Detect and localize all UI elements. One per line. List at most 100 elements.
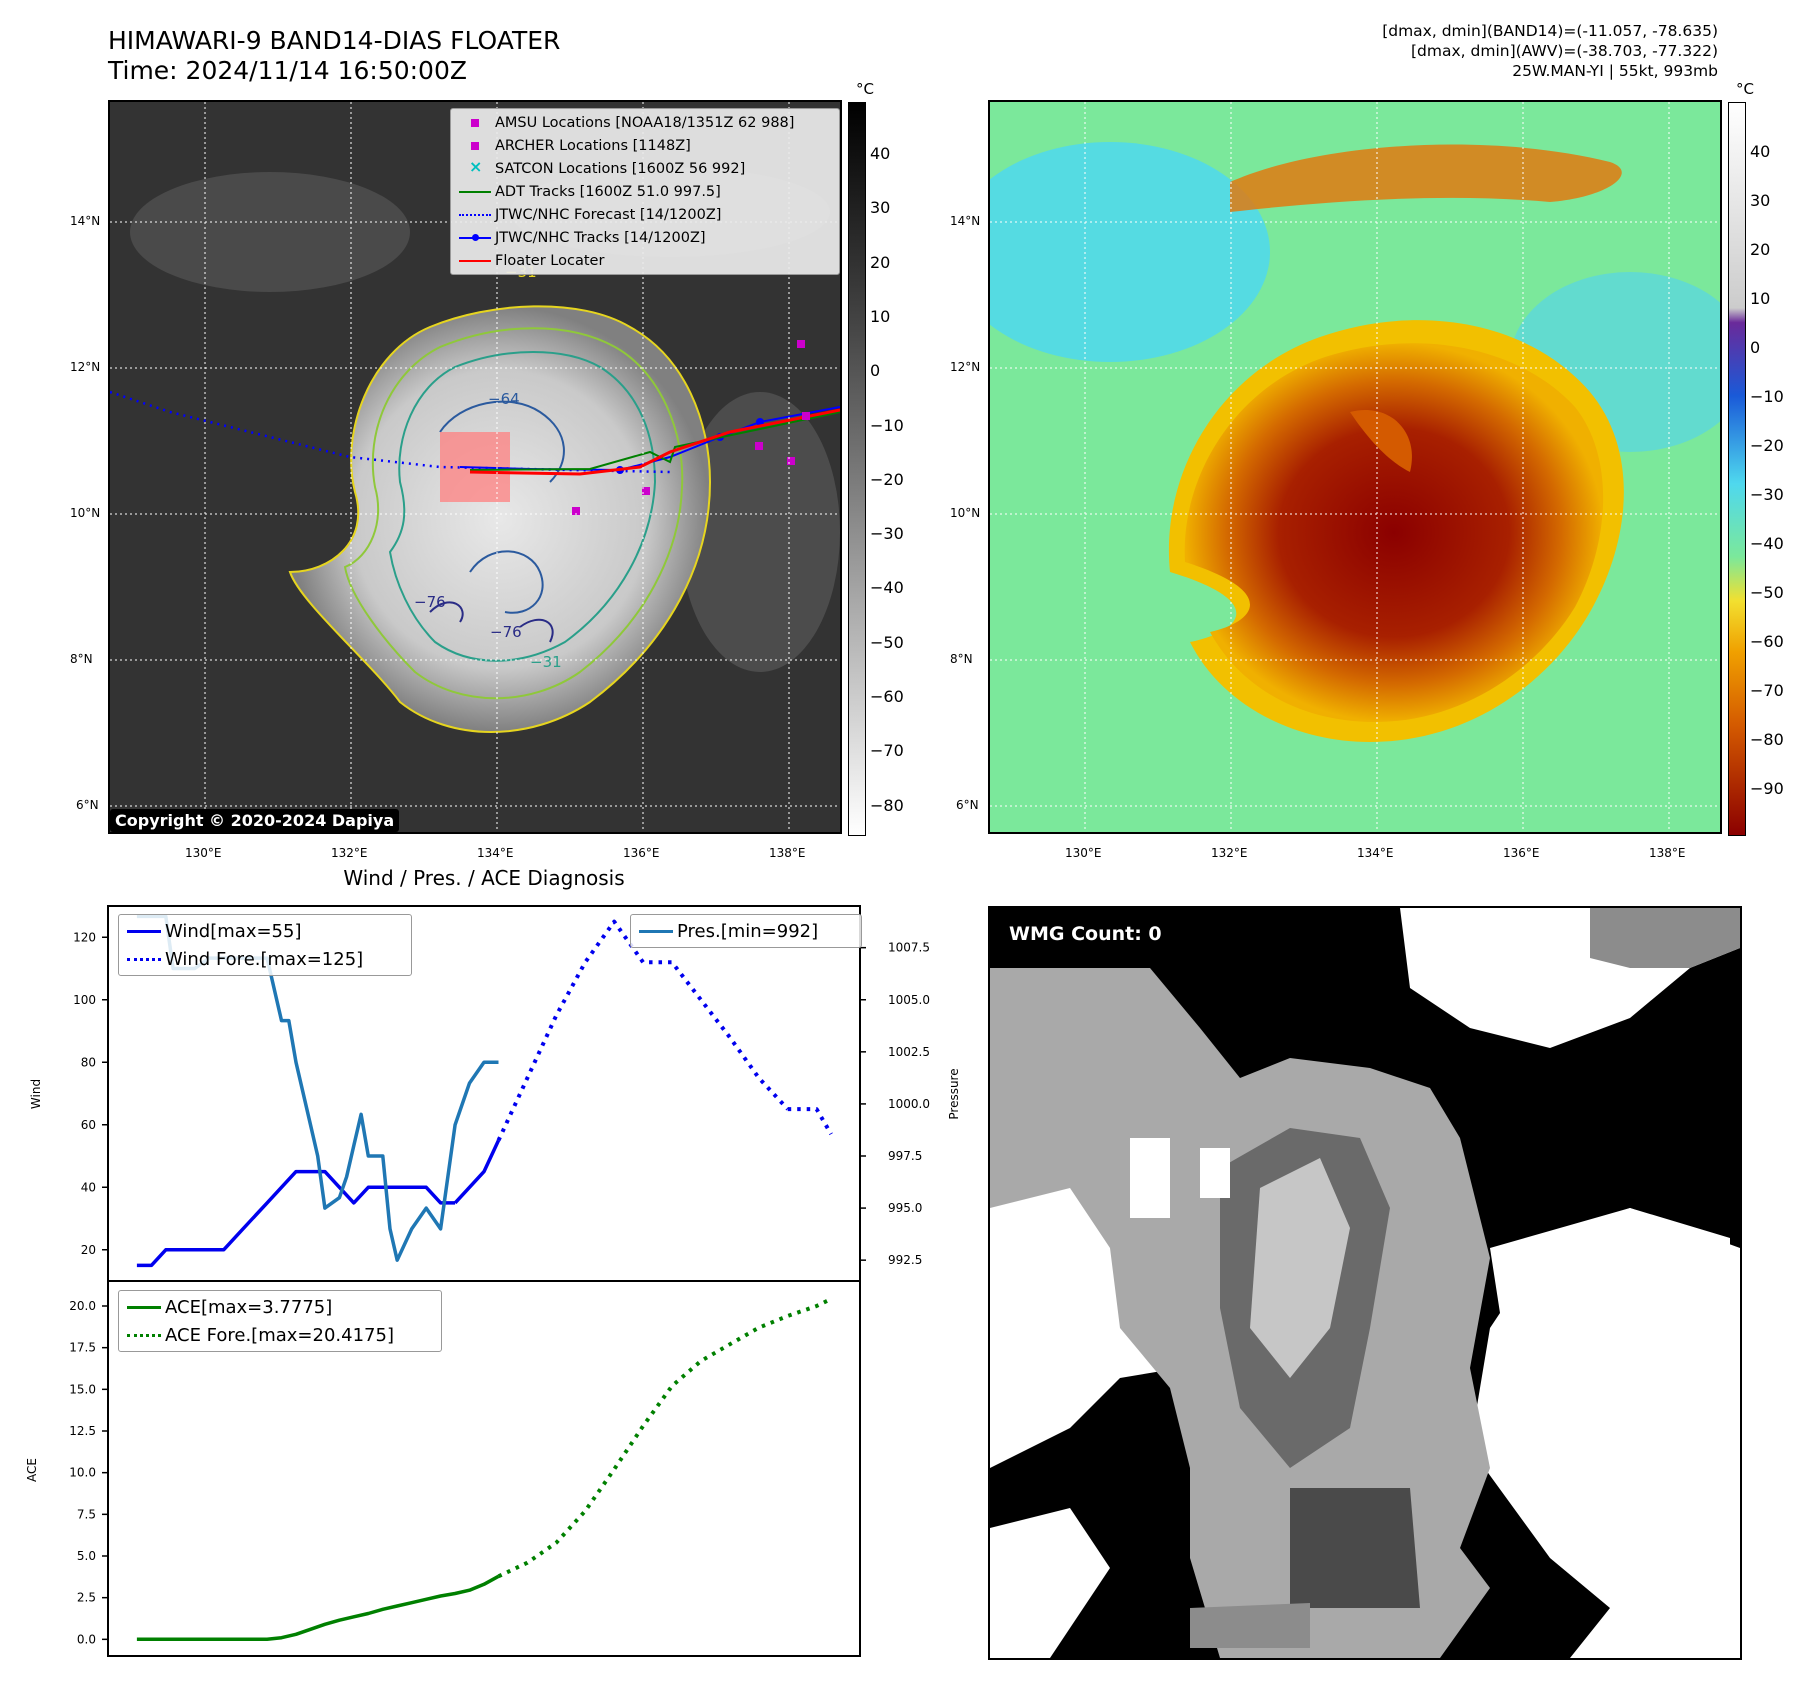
ace-ylabel: ACE: [25, 1458, 39, 1482]
awv-lat-label: 14°N: [950, 214, 981, 228]
green-line-icon: [455, 180, 495, 203]
ir-legend: AMSU Locations [NOAA18/1351Z 62 988] ARC…: [450, 108, 840, 275]
legend-item-jtwc-tracks: JTWC/NHC Tracks [14/1200Z]: [455, 226, 835, 249]
cyan-x-icon: ×: [469, 157, 483, 176]
contour-label: −64: [488, 390, 520, 408]
legend-item-adt: ADT Tracks [1600Z 51.0 997.5]: [455, 180, 835, 203]
info-line-1: [dmax, dmin](BAND14)=(-11.057, -78.635): [1382, 22, 1718, 40]
ir-lat-label: 8°N: [70, 652, 93, 666]
ir-colorbar-tick-label: −10: [870, 415, 904, 435]
blue-line-icon: [125, 917, 165, 945]
pressure-tick-label: 997.5: [888, 1149, 922, 1163]
wind-tick-label: 40: [81, 1180, 96, 1194]
ir-lon-label: 134°E: [477, 846, 514, 860]
ace-series-line: [136, 1574, 500, 1642]
wmg-panel: WMG Count: 0: [988, 906, 1742, 1660]
awv-colorbar-tick-label: −20: [1750, 436, 1784, 455]
ir-lat-label: 6°N: [76, 798, 99, 812]
ir-colorbar-tick-label: −30: [870, 524, 904, 544]
wmg-count-badge: WMG Count: 0: [1002, 920, 1169, 948]
awv-lat-label: 10°N: [950, 506, 981, 520]
pressure-tick-label: 1002.5: [888, 1045, 930, 1059]
figure-title-line2: Time: 2024/11/14 16:50:00Z: [108, 56, 467, 85]
pressure-tick-label: 1007.5: [888, 941, 930, 955]
green-dotted-line-icon: [125, 1321, 165, 1349]
wind-ylabel: Wind: [29, 1079, 43, 1109]
ace-tick-label: 20.0: [69, 1299, 96, 1313]
ir-colorbar-tick-label: −40: [870, 578, 904, 598]
awv-colorbar-tick-label: 0: [1750, 338, 1761, 357]
awv-colorbar: [1728, 102, 1746, 836]
pressure-ylabel: Pressure: [947, 1068, 960, 1119]
ir-colorbar-unit: °C: [856, 80, 874, 98]
ir-colorbar-tick-label: 40: [870, 144, 891, 163]
awv-lon-label: 130°E: [1065, 846, 1102, 860]
ace-tick-label: 17.5: [69, 1341, 96, 1355]
awv-colorbar-tick-label: 40: [1750, 142, 1771, 161]
awv-lon-label: 132°E: [1211, 846, 1248, 860]
green-line-icon: [125, 1293, 165, 1321]
ir-colorbar: [848, 102, 866, 836]
ir-lon-label: 136°E: [623, 846, 660, 860]
wind-series-forecast-line: [496, 919, 790, 1142]
ace-series-forecast-line: [497, 1297, 832, 1579]
legend-item-amsu: AMSU Locations [NOAA18/1351Z 62 988]: [455, 111, 835, 134]
blue-dotted-line-icon: [125, 945, 165, 973]
awv-lon-label: 138°E: [1649, 846, 1686, 860]
wind-series-line: [136, 1169, 456, 1268]
wind-series-line: [453, 1139, 501, 1205]
ir-satellite-panel: −31 −64 −76 −76 −31 AMSU Locations [NOAA…: [108, 100, 842, 834]
legend-item-wind-forecast: Wind Fore.[max=125]: [125, 945, 405, 973]
ace-tick-label: 12.5: [69, 1424, 96, 1438]
awv-storm-image: [990, 102, 1720, 832]
legend-item-pressure: Pres.[min=992]: [637, 917, 855, 945]
awv-colorbar-tick-label: −50: [1750, 583, 1784, 602]
awv-lon-label: 136°E: [1503, 846, 1540, 860]
ir-colorbar-tick-label: −70: [870, 741, 904, 761]
steelblue-line-icon: [637, 917, 677, 945]
wind-tick-label: 20: [81, 1243, 96, 1257]
wmg-image: [990, 908, 1740, 1658]
awv-lat-label: 8°N: [950, 652, 973, 666]
ir-colorbar-tick-label: −50: [870, 632, 904, 652]
wind-tick-label: 60: [81, 1118, 96, 1132]
ace-legend: ACE[max=3.7775] ACE Fore.[max=20.4175]: [118, 1290, 442, 1352]
legend-item-ace-forecast: ACE Fore.[max=20.4175]: [125, 1321, 435, 1349]
awv-colorbar-unit: °C: [1736, 80, 1754, 98]
awv-colorbar-tick-label: 10: [1750, 289, 1771, 308]
pressure-tick-label: 995.0: [888, 1201, 922, 1215]
awv-lon-label: 134°E: [1357, 846, 1394, 860]
magenta-square-icon: [455, 134, 495, 157]
red-line-icon: [455, 249, 495, 272]
diagnosis-title: Wind / Pres. / ACE Diagnosis: [343, 866, 625, 890]
ir-colorbar-tick-label: −80: [870, 795, 904, 815]
pressure-legend: Pres.[min=992]: [630, 914, 862, 948]
ace-tick-label: 0.0: [77, 1632, 96, 1646]
ir-colorbar-tick-label: 0: [870, 361, 881, 381]
awv-lat-label: 6°N: [956, 798, 979, 812]
legend-item-floater: Floater Locater: [455, 249, 835, 272]
awv-colorbar-tick-label: −60: [1750, 632, 1784, 651]
awv-satellite-panel: [988, 100, 1722, 834]
legend-item-ace: ACE[max=3.7775]: [125, 1293, 435, 1321]
wind-tick-label: 100: [73, 993, 96, 1007]
awv-colorbar-tick-label: −80: [1750, 730, 1784, 749]
awv-colorbar-tick-label: −10: [1750, 387, 1784, 406]
contour-label: −76: [490, 623, 522, 641]
legend-item-satcon: × SATCON Locations [1600Z 56 992]: [455, 157, 835, 180]
legend-item-jtwc-forecast: JTWC/NHC Forecast [14/1200Z]: [455, 203, 835, 226]
legend-item-wind: Wind[max=55]: [125, 917, 405, 945]
wind-legend: Wind[max=55] Wind Fore.[max=125]: [118, 914, 412, 976]
figure-title-line1: HIMAWARI-9 BAND14-DIAS FLOATER: [108, 26, 561, 55]
ir-lon-label: 130°E: [185, 846, 222, 860]
ace-axes-frame: [107, 1280, 861, 1657]
ace-tick-label: 5.0: [77, 1549, 96, 1563]
ir-colorbar-tick-label: 30: [870, 198, 891, 218]
ir-colorbar-tick-label: −20: [870, 469, 904, 489]
ir-lon-label: 132°E: [331, 846, 368, 860]
ace-tick-label: 10.0: [69, 1466, 96, 1480]
ace-tick-label: 15.0: [69, 1382, 96, 1396]
pressure-tick-label: 1005.0: [888, 993, 930, 1007]
blue-dotted-line-icon: [455, 203, 495, 226]
diagnosis-chart: 20 40 60 80 100 120 992.5 995.0 997.5 1000.0 1002…: [25, 905, 960, 1657]
